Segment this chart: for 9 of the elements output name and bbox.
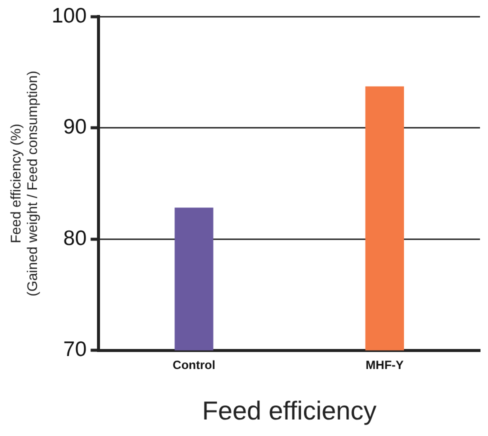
y-tick-label: 90 xyxy=(63,116,87,139)
text: (Gained weight / Feed consumption) xyxy=(24,70,40,296)
text: Feed efficiency (%) xyxy=(7,124,24,244)
y-tick-label: 80 xyxy=(63,226,87,250)
x-tick-label: MHF-Y xyxy=(366,358,404,372)
y-tick-label: 100 xyxy=(52,4,87,28)
x-axis-title: Feed efficiency xyxy=(202,396,377,426)
x-tick-label: Control xyxy=(172,358,216,372)
y-tick-label: 70 xyxy=(63,338,87,362)
